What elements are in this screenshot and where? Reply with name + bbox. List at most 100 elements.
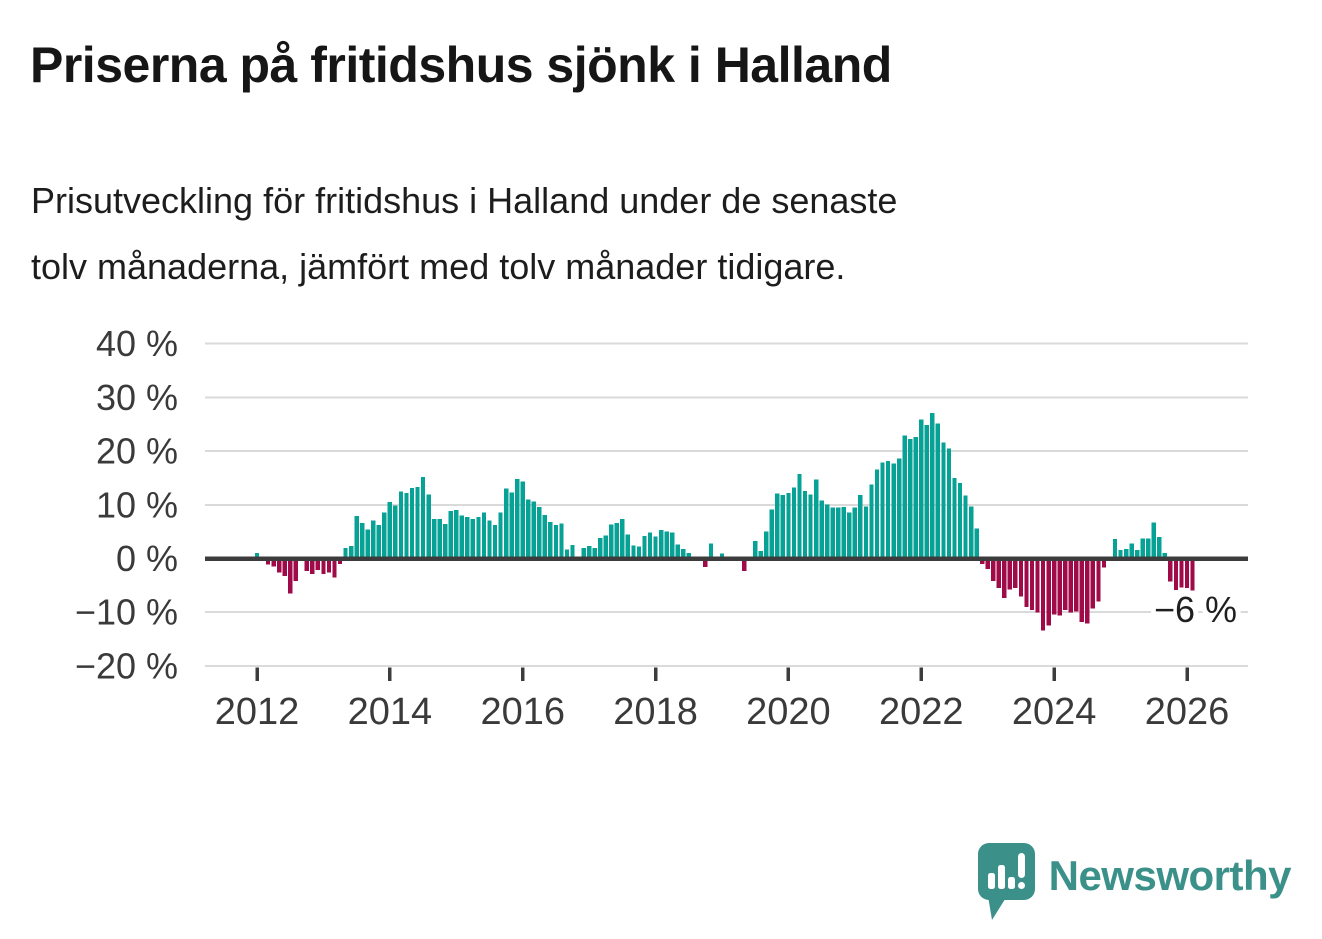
bar <box>1035 558 1040 613</box>
bar <box>874 469 880 559</box>
bar <box>354 516 359 559</box>
bar <box>304 558 309 571</box>
bar <box>625 534 631 559</box>
svg-text:30 %: 30 % <box>96 377 178 418</box>
bar <box>1040 558 1046 631</box>
bar <box>415 487 420 559</box>
x-axis-ticks <box>255 667 1189 681</box>
bar <box>542 515 548 559</box>
bar <box>586 546 592 559</box>
svg-text:−6 %: −6 % <box>1154 589 1237 630</box>
bar <box>974 528 979 559</box>
bar <box>924 424 929 559</box>
bar <box>321 558 326 575</box>
bar <box>570 545 575 559</box>
bar <box>802 490 808 559</box>
bar <box>426 494 431 559</box>
bar <box>620 518 625 559</box>
bar <box>387 502 393 559</box>
bar <box>454 510 459 559</box>
bar <box>896 458 902 559</box>
bar <box>265 558 271 565</box>
chart-subtitle: Prisutveckling för fritidshus i Halland … <box>31 168 897 300</box>
bar <box>371 520 376 559</box>
bar <box>813 479 819 559</box>
bar <box>758 550 763 559</box>
page-title: Priserna på fritidshus sjönk i Halland <box>30 37 892 93</box>
last-value-annotation: −6 % <box>1149 584 1242 635</box>
bar <box>376 525 381 559</box>
bar <box>703 558 708 568</box>
bar <box>531 501 536 559</box>
bar <box>1179 558 1184 588</box>
bars <box>254 412 1195 631</box>
bar <box>476 517 481 559</box>
bar <box>609 524 614 559</box>
bar <box>825 504 830 559</box>
bar <box>830 507 835 559</box>
bar <box>365 529 370 559</box>
bar <box>1002 558 1007 599</box>
bar <box>465 517 470 559</box>
bar <box>498 512 503 559</box>
bar <box>459 515 464 559</box>
bar <box>448 511 453 559</box>
bar <box>537 506 542 559</box>
bar <box>515 479 520 559</box>
bar <box>1057 558 1062 616</box>
bar <box>393 505 398 559</box>
bar <box>293 558 298 582</box>
bar <box>869 484 874 559</box>
bar <box>443 524 448 559</box>
bar <box>719 553 725 559</box>
bar <box>885 460 891 559</box>
bar <box>553 525 559 559</box>
bar <box>675 544 680 559</box>
bar <box>1018 558 1024 597</box>
bar <box>1068 558 1073 613</box>
bar <box>332 558 337 578</box>
bar <box>980 558 985 564</box>
bar <box>1151 522 1156 559</box>
bar <box>769 509 774 559</box>
bar <box>985 558 990 570</box>
bar <box>741 558 747 571</box>
bar <box>1162 553 1168 559</box>
bar <box>409 488 415 559</box>
bar <box>520 481 525 559</box>
x-axis-labels: 2012 2014 2016 2018 2020 2022 2024 2026 <box>215 691 1230 733</box>
svg-text:2014: 2014 <box>348 691 433 733</box>
bar <box>681 548 686 559</box>
bar <box>786 492 791 559</box>
bar <box>841 506 846 559</box>
bar <box>1063 558 1068 611</box>
bar <box>852 507 858 559</box>
bar <box>360 523 365 559</box>
bar <box>658 530 664 559</box>
bar <box>631 545 636 559</box>
bar <box>1112 539 1118 559</box>
bar <box>592 547 597 559</box>
bar <box>288 558 293 594</box>
bar <box>1096 558 1101 602</box>
bar <box>791 487 797 559</box>
bar <box>902 435 907 559</box>
bar <box>919 419 924 559</box>
bar <box>1074 558 1079 612</box>
bar <box>1013 558 1018 589</box>
bar <box>764 531 769 559</box>
svg-text:−10 %: −10 % <box>75 592 178 633</box>
bar <box>708 543 714 559</box>
bar <box>271 558 276 567</box>
bar <box>863 506 869 559</box>
bar <box>559 523 564 559</box>
bar <box>492 525 498 559</box>
subtitle-line-2: tolv månaderna, jämfört med tolv månader… <box>31 246 846 287</box>
bar <box>1184 558 1190 589</box>
bar <box>686 553 691 559</box>
bar <box>935 423 941 559</box>
bar <box>420 476 426 559</box>
bar <box>310 558 315 575</box>
bar <box>1101 558 1107 568</box>
bar <box>819 500 824 559</box>
